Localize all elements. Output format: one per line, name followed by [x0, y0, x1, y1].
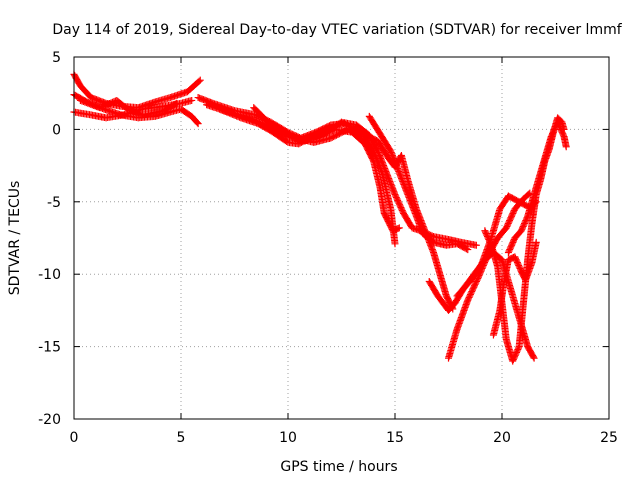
data-point — [391, 240, 399, 248]
y-tick-label: 0 — [52, 122, 61, 138]
x-tick-label: 5 — [177, 430, 186, 446]
data-point — [173, 99, 181, 107]
x-axis-label: GPS time / hours — [280, 459, 397, 475]
x-tick-label: 25 — [600, 430, 618, 446]
data-point — [532, 238, 540, 246]
data-point — [562, 143, 570, 151]
data-point — [188, 96, 196, 104]
data-point — [529, 353, 537, 361]
axes: 0 5 10 15 20 25 5 0 -5 -10 -15 -20 — [38, 50, 618, 446]
data-point — [464, 246, 472, 254]
data-point — [395, 224, 403, 232]
y-tick-label: -5 — [47, 195, 61, 211]
data-point — [171, 100, 179, 108]
series-arc-14 — [489, 238, 540, 339]
x-tick-label: 20 — [493, 430, 511, 446]
series-arc-15 — [504, 118, 570, 256]
plot-frame — [73, 56, 610, 420]
chart-title: Day 114 of 2019, Sidereal Day-to-day VTE… — [52, 22, 622, 38]
data-point — [193, 119, 201, 127]
data-point — [472, 241, 480, 249]
x-tick-label: 10 — [279, 430, 297, 446]
y-tick-label: 5 — [52, 50, 61, 66]
data-point — [530, 354, 538, 362]
data-point — [462, 245, 470, 253]
data-point — [195, 77, 203, 85]
series-arc-1 — [70, 70, 204, 112]
y-tick-label: -20 — [38, 412, 61, 428]
data-series — [70, 70, 570, 365]
x-tick-label: 0 — [70, 430, 79, 446]
series-arc-4 — [76, 96, 181, 119]
x-tick-label: 15 — [386, 430, 404, 446]
y-tick-label: -15 — [38, 340, 61, 356]
data-point — [514, 344, 522, 352]
data-point — [196, 76, 204, 84]
series-arc-9 — [365, 112, 472, 254]
y-tick-label: -10 — [38, 267, 61, 283]
data-point — [194, 120, 202, 128]
y-axis-label: SDTVAR / TECUs — [7, 181, 23, 296]
